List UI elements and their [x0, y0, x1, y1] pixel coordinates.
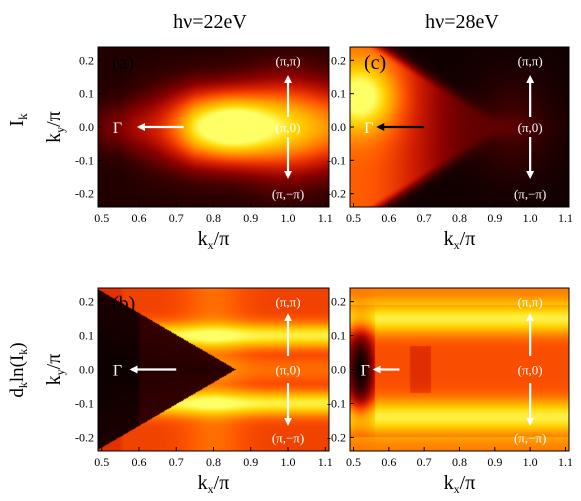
x-tick-label: 1.1	[318, 455, 333, 469]
x-tick-label: 0.9	[243, 211, 258, 225]
x-tick-label: 0.9	[487, 455, 502, 469]
symmetry-point-label: (π,0)	[276, 120, 301, 135]
row-label-dk-ln-ik: dkln(Ik)	[7, 342, 30, 397]
x-tick-label: 1.0	[281, 211, 296, 225]
y-tick-label: -0.1	[327, 153, 346, 167]
x-tick-label: 0.5	[94, 211, 109, 225]
x-tick-label: 0.5	[94, 455, 109, 469]
column-title-22ev: hν=22eV	[173, 11, 247, 33]
symmetry-point-label: (π,−π)	[514, 430, 546, 445]
x-tick-label: 0.8	[206, 211, 221, 225]
y-axis-label: ky/π	[43, 354, 67, 386]
symmetry-point-label: (π,0)	[518, 363, 543, 378]
x-tick-label: 0.6	[131, 455, 146, 469]
symmetry-point-label: (π,−π)	[272, 187, 304, 202]
x-tick-label: 0.8	[206, 455, 221, 469]
x-tick-label: 1.0	[523, 455, 538, 469]
y-tick-label: -0.1	[75, 153, 94, 167]
x-axis-label: kx/π	[444, 228, 476, 252]
x-tick-label: 0.8	[452, 455, 467, 469]
y-tick-label: 0.1	[331, 87, 346, 101]
y-tick-label: -0.2	[75, 187, 94, 201]
x-tick-label: 1.1	[558, 455, 573, 469]
symmetry-point-label: (π,π)	[518, 53, 543, 68]
x-tick-label: 0.6	[131, 211, 146, 225]
panel-1: 0.5 0.6 0.7 0.8 0.9 1.0 1.1 -0.2 -0.1 0.0 0.1 0.2 kx…	[43, 46, 333, 252]
symmetry-point-label: (π,0)	[518, 120, 543, 135]
x-tick-label: 0.5	[346, 455, 361, 469]
y-tick-label: 0.1	[331, 329, 346, 343]
panel-label: (b)	[112, 293, 135, 315]
x-tick-label: 0.8	[452, 211, 467, 225]
panel-label: (c)	[364, 52, 386, 74]
panels: 0.5 0.6 0.7 0.8 0.9 1.0 1.1 -0.2 -0.1 0.0 0.1 0.2 kx…	[43, 46, 573, 496]
y-tick-label: 0.0	[79, 363, 94, 377]
y-tick-label: -0.2	[75, 430, 94, 444]
symmetry-point-label: (π,π)	[518, 295, 543, 310]
x-axis-label: kx/π	[444, 472, 476, 496]
x-tick-label: 0.6	[381, 211, 396, 225]
y-tick-label: -0.2	[327, 430, 346, 444]
panel-3: 0.5 0.6 0.7 0.8 0.9 1.0 1.1 -0.2 -0.1 0.0 0.1 0.2 kx…	[43, 287, 333, 496]
x-tick-label: 0.9	[243, 455, 258, 469]
row-label-ik: Ik	[6, 113, 30, 127]
y-tick-label: 0.2	[79, 295, 94, 309]
x-tick-label: 0.6	[381, 455, 396, 469]
x-axis-label: kx/π	[198, 228, 230, 252]
panel-2: 0.5 0.6 0.7 0.8 0.9 1.0 1.1 -0.2 -0.1 0.0 0.1 0.2 kx…	[327, 46, 573, 252]
y-tick-label: 0.0	[331, 120, 346, 134]
column-title-28ev: hν=28eV	[425, 11, 499, 33]
gamma-point-label: Γ	[113, 120, 122, 137]
symmetry-point-label: (π,π)	[275, 53, 300, 68]
gamma-point-label: Γ	[361, 363, 370, 380]
x-tick-label: 1.0	[281, 455, 296, 469]
y-tick-label: -0.1	[327, 396, 346, 410]
x-tick-label: 0.5	[346, 211, 361, 225]
x-tick-label: 1.0	[523, 211, 538, 225]
x-tick-label: 0.7	[417, 455, 432, 469]
gamma-point-label: Γ	[364, 120, 373, 137]
y-tick-label: 0.1	[79, 329, 94, 343]
symmetry-point-label: (π,−π)	[272, 430, 304, 445]
y-tick-label: 0.0	[331, 363, 346, 377]
symmetry-point-label: (π,π)	[275, 295, 300, 310]
x-axis-label: kx/π	[198, 472, 230, 496]
x-tick-label: 0.7	[417, 211, 432, 225]
y-tick-label: 0.2	[79, 53, 94, 67]
y-tick-label: 0.0	[79, 120, 94, 134]
y-axis-label: ky/π	[43, 111, 67, 143]
panel-label: (a)	[112, 52, 134, 74]
panel-4: 0.5 0.6 0.7 0.8 0.9 1.0 1.1 -0.2 -0.1 0.0 0.1 0.2 kx…	[327, 287, 573, 496]
x-tick-label: 0.7	[169, 455, 184, 469]
gamma-point-label: Γ	[113, 363, 122, 380]
x-tick-label: 1.1	[318, 211, 333, 225]
y-tick-label: -0.1	[75, 396, 94, 410]
y-tick-label: 0.2	[331, 53, 346, 67]
symmetry-point-label: (π,−π)	[514, 187, 546, 202]
heatmap-image	[98, 47, 329, 207]
symmetry-point-label: (π,0)	[276, 363, 301, 378]
x-tick-label: 0.7	[169, 211, 184, 225]
y-tick-label: 0.2	[331, 295, 346, 309]
y-tick-label: -0.2	[327, 187, 346, 201]
x-tick-label: 0.9	[487, 211, 502, 225]
x-tick-label: 1.1	[558, 211, 573, 225]
y-tick-label: 0.1	[79, 87, 94, 101]
